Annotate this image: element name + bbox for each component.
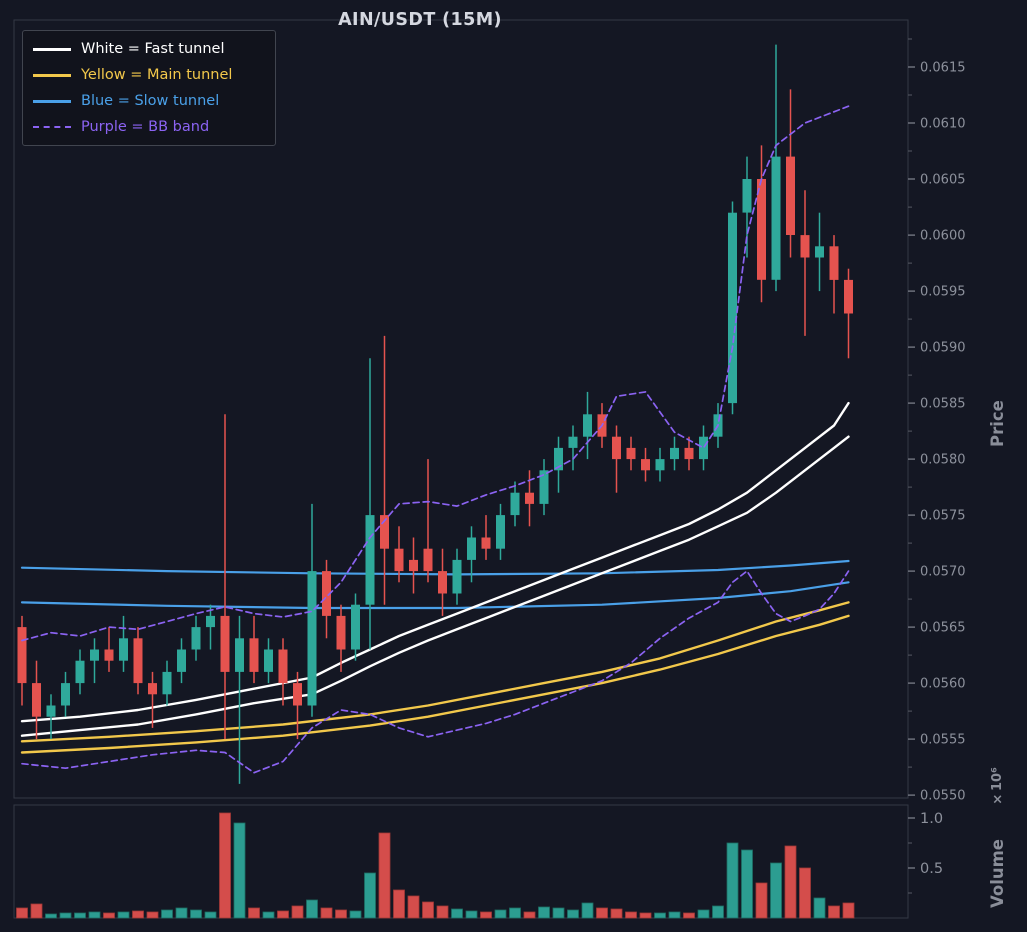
legend: White = Fast tunnel Yellow = Main tunnel B…	[22, 30, 276, 146]
legend-line-swatch	[33, 47, 71, 51]
volume-bars	[16, 812, 855, 919]
chart-title: AIN/USDT (15M)	[338, 10, 502, 30]
svg-text:0.0550: 0.0550	[920, 789, 966, 804]
legend-line-swatch	[33, 126, 71, 128]
svg-text:0.0565: 0.0565	[920, 621, 966, 636]
svg-text:0.0580: 0.0580	[920, 453, 966, 468]
pane-frames	[13, 19, 909, 919]
svg-text:0.0600: 0.0600	[920, 229, 966, 244]
legend-item-label: Yellow = Main tunnel	[81, 67, 233, 83]
legend-item-2: Blue = Slow tunnel	[33, 92, 265, 110]
price-axis-ticks: 0.0550 0.0555 0.0560 0.0565 0.0570 0.0575 0.05…	[908, 38, 966, 804]
volume-axis-label: Volume	[988, 839, 1007, 909]
bb-band-lines	[21, 105, 850, 774]
candles	[17, 44, 853, 784]
svg-text:0.0605: 0.0605	[920, 173, 966, 188]
legend-item-3: Purple = BB band	[33, 118, 265, 136]
svg-text:0.0610: 0.0610	[920, 117, 966, 132]
price-axis-label: Price	[988, 400, 1007, 448]
legend-item-0: White = Fast tunnel	[33, 40, 265, 58]
volume-scale-offset: ×10⁶	[990, 767, 1005, 807]
legend-item-label: Purple = BB band	[81, 119, 210, 135]
legend-item-label: Blue = Slow tunnel	[81, 93, 220, 109]
svg-text:0.0615: 0.0615	[920, 61, 966, 76]
legend-line-swatch	[33, 73, 71, 77]
svg-text:0.0555: 0.0555	[920, 733, 966, 748]
svg-text:1.0: 1.0	[920, 811, 943, 827]
svg-text:0.0570: 0.0570	[920, 565, 966, 580]
svg-text:0.0585: 0.0585	[920, 397, 966, 412]
svg-text:0.0595: 0.0595	[920, 285, 966, 300]
svg-text:0.0560: 0.0560	[920, 677, 966, 692]
tunnel-lines	[20, 401, 850, 754]
legend-line-swatch	[33, 99, 71, 103]
legend-item-label: White = Fast tunnel	[81, 41, 225, 57]
legend-item-1: Yellow = Main tunnel	[33, 66, 265, 84]
svg-text:0.0575: 0.0575	[920, 509, 966, 524]
svg-text:0.0590: 0.0590	[920, 341, 966, 356]
volume-axis-ticks: 0.5 1.0	[908, 811, 943, 894]
svg-text:0.5: 0.5	[920, 861, 943, 877]
